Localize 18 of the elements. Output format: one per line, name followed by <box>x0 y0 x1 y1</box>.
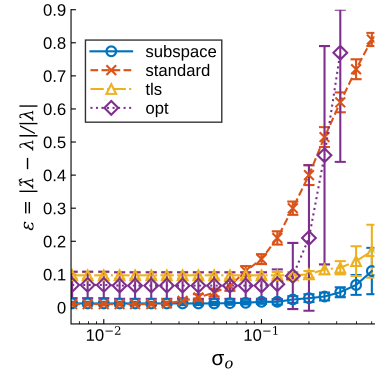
y-tick-label: 0 <box>58 302 66 314</box>
legend-label: tls <box>146 82 162 96</box>
y-tick-label: 0.1 <box>44 268 66 281</box>
y-tick-label: 0.3 <box>44 202 66 214</box>
y-tick-label: 0.5 <box>44 136 66 148</box>
y-tick-label: 0.7 <box>44 70 66 82</box>
x-tick-label: 10$^{−1}$ <box>244 326 278 341</box>
y-tick-label: 0.8 <box>44 37 66 49</box>
legend-label: standard <box>146 64 210 76</box>
y-tick-label: 0.9 <box>44 4 66 16</box>
x-axis-title: σ$_{o}$ <box>212 354 233 368</box>
legend-label: subspace <box>146 45 216 61</box>
y-tick-label: 0.4 <box>44 170 66 182</box>
y-tick-label: 0.6 <box>44 103 66 116</box>
y-tick-label: 0.2 <box>44 236 66 248</box>
x-tick-label: 10$^{−2}$ <box>86 326 120 341</box>
legend-label: opt <box>146 102 168 118</box>
y-axis-title: ε = |λ̂ − λ|/|λ| <box>18 105 38 230</box>
